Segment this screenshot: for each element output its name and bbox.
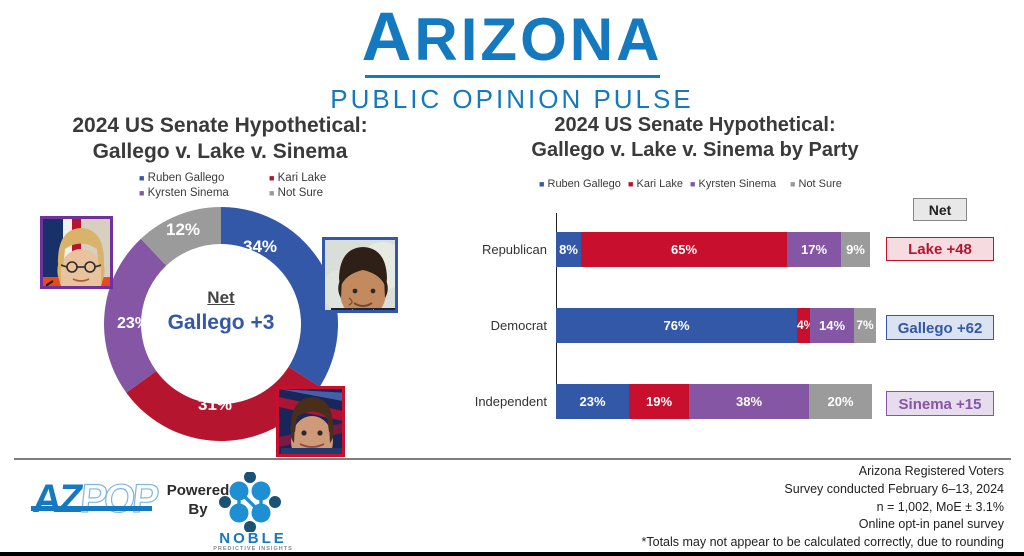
svg-text:12%: 12%	[166, 220, 200, 239]
svg-text:34%: 34%	[243, 237, 277, 256]
svg-text:31%: 31%	[198, 395, 232, 414]
